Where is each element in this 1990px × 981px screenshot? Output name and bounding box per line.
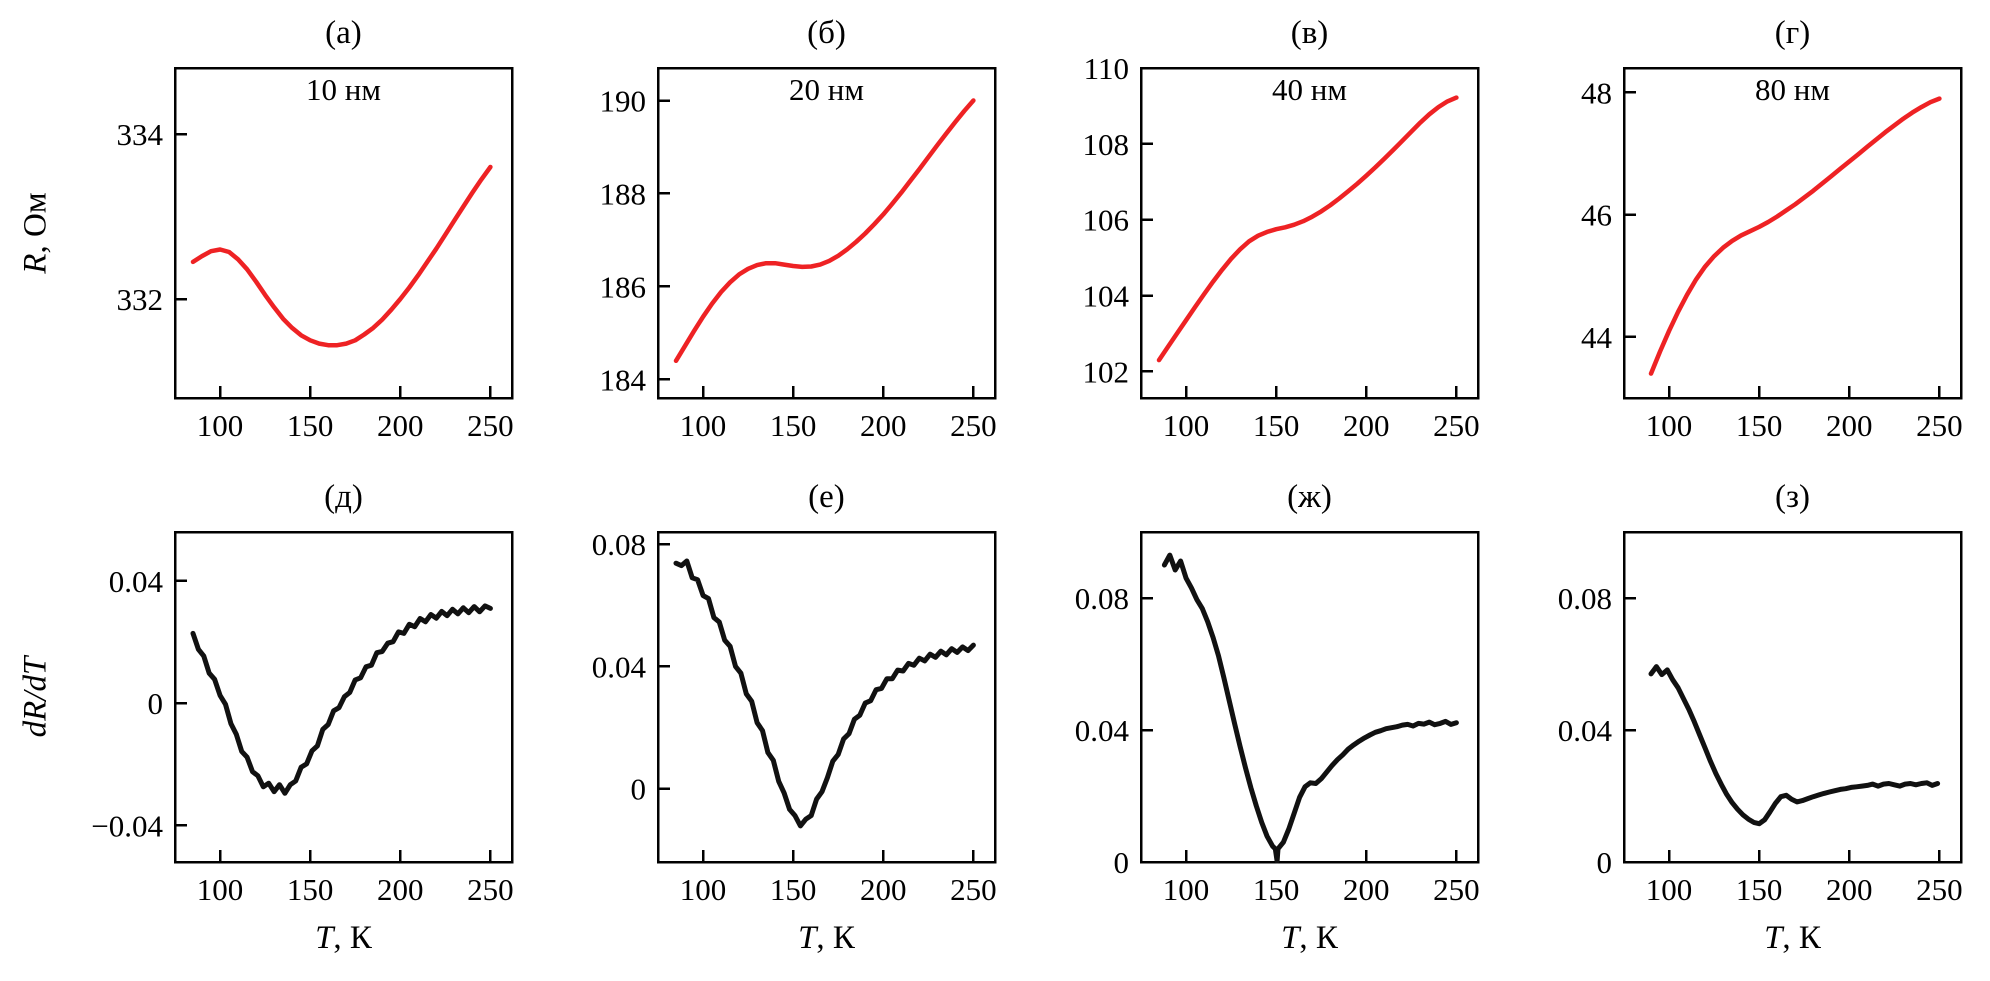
svg-text:44: 44	[1581, 320, 1613, 355]
svg-text:250: 250	[1433, 872, 1480, 907]
svg-text:100: 100	[197, 408, 244, 443]
svg-text:48: 48	[1581, 75, 1612, 110]
svg-text:0.04: 0.04	[1558, 713, 1613, 748]
svg-text:186: 186	[600, 269, 647, 304]
svg-text:100: 100	[1163, 872, 1210, 907]
chart-b: 100 150 200 250 184 186 188 190	[600, 66, 997, 443]
svg-text:100: 100	[197, 872, 244, 907]
svg-text:200: 200	[860, 872, 907, 907]
x-axis-label-zh: T, К	[1281, 920, 1338, 956]
chart-g: 100 150 200 250 44 46 48	[1581, 66, 1963, 443]
y-axis-label-resistance: R, Ом	[18, 192, 55, 273]
svg-text:108: 108	[1083, 127, 1130, 162]
svg-text:0.04: 0.04	[592, 649, 647, 684]
svg-text:100: 100	[680, 408, 727, 443]
panel-e-label: (е)	[808, 479, 845, 515]
svg-text:0.04: 0.04	[109, 564, 164, 599]
panel-b-label: (б)	[807, 15, 846, 51]
panel-a: (а) R, Ом 100 150 200 250 332 334 10 нм	[0, 12, 540, 454]
thickness-label-b: 20 нм	[789, 72, 864, 107]
svg-text:150: 150	[1253, 872, 1300, 907]
svg-text:−0.04: −0.04	[91, 808, 163, 843]
panel-z: (з) 100 150 200 250 0 0.04 0.08 T, К	[1506, 476, 1989, 964]
panel-v: (в) 100 150 200 250 102 104 106 108 110 40 нм	[1023, 12, 1506, 454]
svg-text:250: 250	[950, 872, 997, 907]
svg-text:106: 106	[1083, 203, 1130, 238]
svg-text:250: 250	[950, 408, 997, 443]
panel-d-label: (д)	[324, 479, 363, 515]
svg-text:150: 150	[1253, 408, 1300, 443]
x-axis-label-z: T, К	[1764, 920, 1821, 956]
svg-text:0: 0	[148, 686, 164, 721]
chart-z: 100 150 200 250 0 0.04 0.08	[1558, 530, 1963, 907]
svg-text:332: 332	[117, 282, 164, 317]
svg-text:0.08: 0.08	[1075, 581, 1129, 616]
chart-d: 100 150 200 250 −0.04 0 0.04	[91, 530, 514, 907]
svg-text:200: 200	[860, 408, 907, 443]
svg-text:0.04: 0.04	[1075, 713, 1130, 748]
chart-zh: 100 150 200 250 0 0.04 0.08	[1075, 530, 1480, 907]
svg-text:200: 200	[377, 408, 424, 443]
svg-text:150: 150	[1736, 872, 1783, 907]
svg-text:100: 100	[1163, 408, 1210, 443]
thickness-label-g: 80 нм	[1755, 72, 1830, 107]
svg-text:184: 184	[600, 362, 647, 397]
svg-text:200: 200	[1343, 872, 1390, 907]
svg-text:200: 200	[1343, 408, 1390, 443]
panel-b: (б) 100 150 200 250 184 186 188 190 20 нм	[540, 12, 1023, 454]
panel-z-label: (з)	[1774, 479, 1810, 515]
x-axis-label-d: T, К	[315, 920, 372, 956]
svg-text:200: 200	[377, 872, 424, 907]
svg-text:104: 104	[1083, 279, 1130, 314]
row-bottom: (д) dR/dT 100 150 200 250 −0.04 0 0.04 T, К (е…	[0, 476, 1990, 964]
svg-text:100: 100	[1646, 408, 1693, 443]
panel-zh: (ж) 100 150 200 250 0 0.04 0.08 T, К	[1023, 476, 1506, 964]
svg-text:0: 0	[1114, 845, 1130, 880]
svg-text:46: 46	[1581, 198, 1612, 233]
svg-text:250: 250	[467, 408, 514, 443]
svg-text:200: 200	[1826, 408, 1873, 443]
row-top: (а) R, Ом 100 150 200 250 332 334 10 нм (б) 1…	[0, 12, 1990, 454]
svg-text:200: 200	[1826, 872, 1873, 907]
svg-text:150: 150	[1736, 408, 1783, 443]
svg-text:250: 250	[1916, 408, 1963, 443]
svg-text:250: 250	[1916, 872, 1963, 907]
svg-text:150: 150	[770, 872, 817, 907]
svg-text:150: 150	[287, 408, 334, 443]
y-axis-label-variable: R	[17, 253, 54, 274]
y-axis-label-units: , Ом	[17, 192, 54, 254]
svg-text:188: 188	[600, 176, 647, 211]
svg-text:110: 110	[1084, 54, 1129, 86]
panel-g: (г) 100 150 200 250 44 46 48 80 нм	[1506, 12, 1989, 454]
svg-text:100: 100	[1646, 872, 1693, 907]
thickness-label-a: 10 нм	[306, 72, 381, 107]
svg-text:150: 150	[770, 408, 817, 443]
panel-g-label: (г)	[1774, 15, 1811, 51]
svg-text:0: 0	[1597, 845, 1613, 880]
panel-v-label: (в)	[1290, 15, 1329, 51]
panel-e: (е) 100 150 200 250 0 0.04 0.08 T, К	[540, 476, 1023, 964]
svg-text:334: 334	[117, 117, 164, 152]
chart-a: 100 150 200 250 332 334	[117, 66, 514, 443]
svg-text:250: 250	[1433, 408, 1480, 443]
thickness-label-v: 40 нм	[1272, 72, 1347, 107]
svg-text:250: 250	[467, 872, 514, 907]
panel-d: (д) dR/dT 100 150 200 250 −0.04 0 0.04 T, К	[0, 476, 540, 964]
panel-zh-label: (ж)	[1287, 479, 1332, 515]
svg-text:0: 0	[631, 772, 647, 807]
chart-e: 100 150 200 250 0 0.04 0.08	[592, 527, 997, 907]
y-axis-label-derivative: dR/dT	[17, 656, 54, 738]
panel-a-label: (а)	[325, 15, 362, 51]
x-axis-label-e: T, К	[798, 920, 855, 956]
svg-text:0.08: 0.08	[1558, 581, 1612, 616]
svg-text:100: 100	[680, 872, 727, 907]
svg-text:150: 150	[287, 872, 334, 907]
svg-text:190: 190	[600, 84, 647, 119]
svg-text:102: 102	[1083, 354, 1130, 389]
svg-text:0.08: 0.08	[592, 527, 646, 562]
chart-v: 100 150 200 250 102 104 106 108 110	[1083, 54, 1480, 443]
